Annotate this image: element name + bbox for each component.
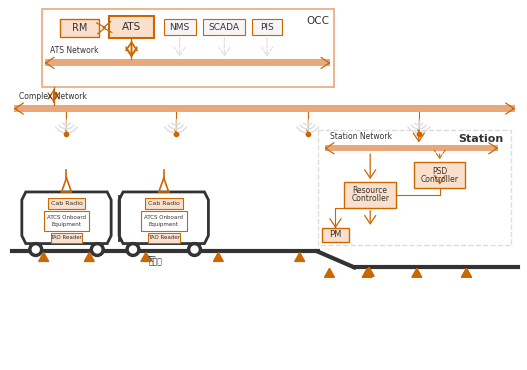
Polygon shape: [364, 268, 374, 276]
Bar: [325, 145, 498, 151]
Bar: [145, 198, 183, 209]
Polygon shape: [213, 252, 223, 262]
Bar: [47, 198, 85, 209]
Text: PIS: PIS: [260, 23, 274, 32]
Circle shape: [130, 246, 136, 253]
Bar: [141, 211, 187, 231]
Bar: [14, 105, 515, 112]
Bar: [60, 19, 99, 37]
Bar: [164, 19, 196, 35]
Text: RM: RM: [72, 23, 87, 33]
Text: TAO Reader: TAO Reader: [148, 235, 180, 240]
Polygon shape: [362, 268, 372, 277]
Text: Controller: Controller: [421, 175, 458, 184]
Polygon shape: [38, 252, 48, 262]
Text: Equipment: Equipment: [149, 222, 179, 227]
Bar: [42, 9, 335, 87]
Text: ATCS Onboard: ATCS Onboard: [144, 215, 183, 220]
Circle shape: [191, 246, 198, 253]
Bar: [51, 233, 82, 243]
Bar: [344, 182, 396, 208]
Polygon shape: [295, 252, 305, 262]
Text: OCC: OCC: [307, 16, 329, 26]
Text: Station: Station: [458, 134, 503, 144]
Bar: [148, 233, 180, 243]
Polygon shape: [462, 268, 472, 277]
Polygon shape: [22, 192, 111, 243]
Polygon shape: [412, 268, 422, 277]
Bar: [45, 60, 330, 66]
Text: Resource: Resource: [353, 186, 388, 195]
Circle shape: [126, 243, 140, 256]
Text: ATS Network: ATS Network: [50, 47, 98, 55]
Text: Cab Radio: Cab Radio: [51, 201, 82, 206]
Circle shape: [29, 243, 43, 256]
Bar: [321, 228, 349, 242]
Circle shape: [32, 246, 39, 253]
Polygon shape: [325, 268, 335, 277]
Text: PSD: PSD: [432, 166, 447, 176]
Text: Complex Network: Complex Network: [19, 92, 87, 101]
Bar: [252, 19, 282, 35]
Text: PM: PM: [329, 230, 341, 239]
Text: NMS: NMS: [170, 23, 190, 32]
Text: 지상자: 지상자: [149, 257, 163, 266]
Bar: [44, 211, 89, 231]
Polygon shape: [119, 192, 208, 243]
Text: SCADA: SCADA: [209, 23, 240, 32]
Circle shape: [90, 243, 104, 256]
Bar: [203, 19, 245, 35]
Text: Equipment: Equipment: [52, 222, 82, 227]
Circle shape: [188, 243, 201, 256]
Bar: [414, 162, 465, 188]
Text: TAO Reader: TAO Reader: [51, 235, 83, 240]
Bar: [109, 16, 154, 38]
Polygon shape: [141, 252, 151, 262]
Text: Station Network: Station Network: [329, 132, 392, 141]
Text: ATS: ATS: [122, 22, 141, 32]
Polygon shape: [462, 268, 472, 277]
Polygon shape: [84, 252, 94, 262]
Text: Controller: Controller: [351, 194, 389, 204]
Text: Cab Radio: Cab Radio: [148, 201, 180, 206]
Text: ATCS Onboard: ATCS Onboard: [47, 215, 86, 220]
Bar: [318, 130, 511, 245]
Circle shape: [94, 246, 101, 253]
